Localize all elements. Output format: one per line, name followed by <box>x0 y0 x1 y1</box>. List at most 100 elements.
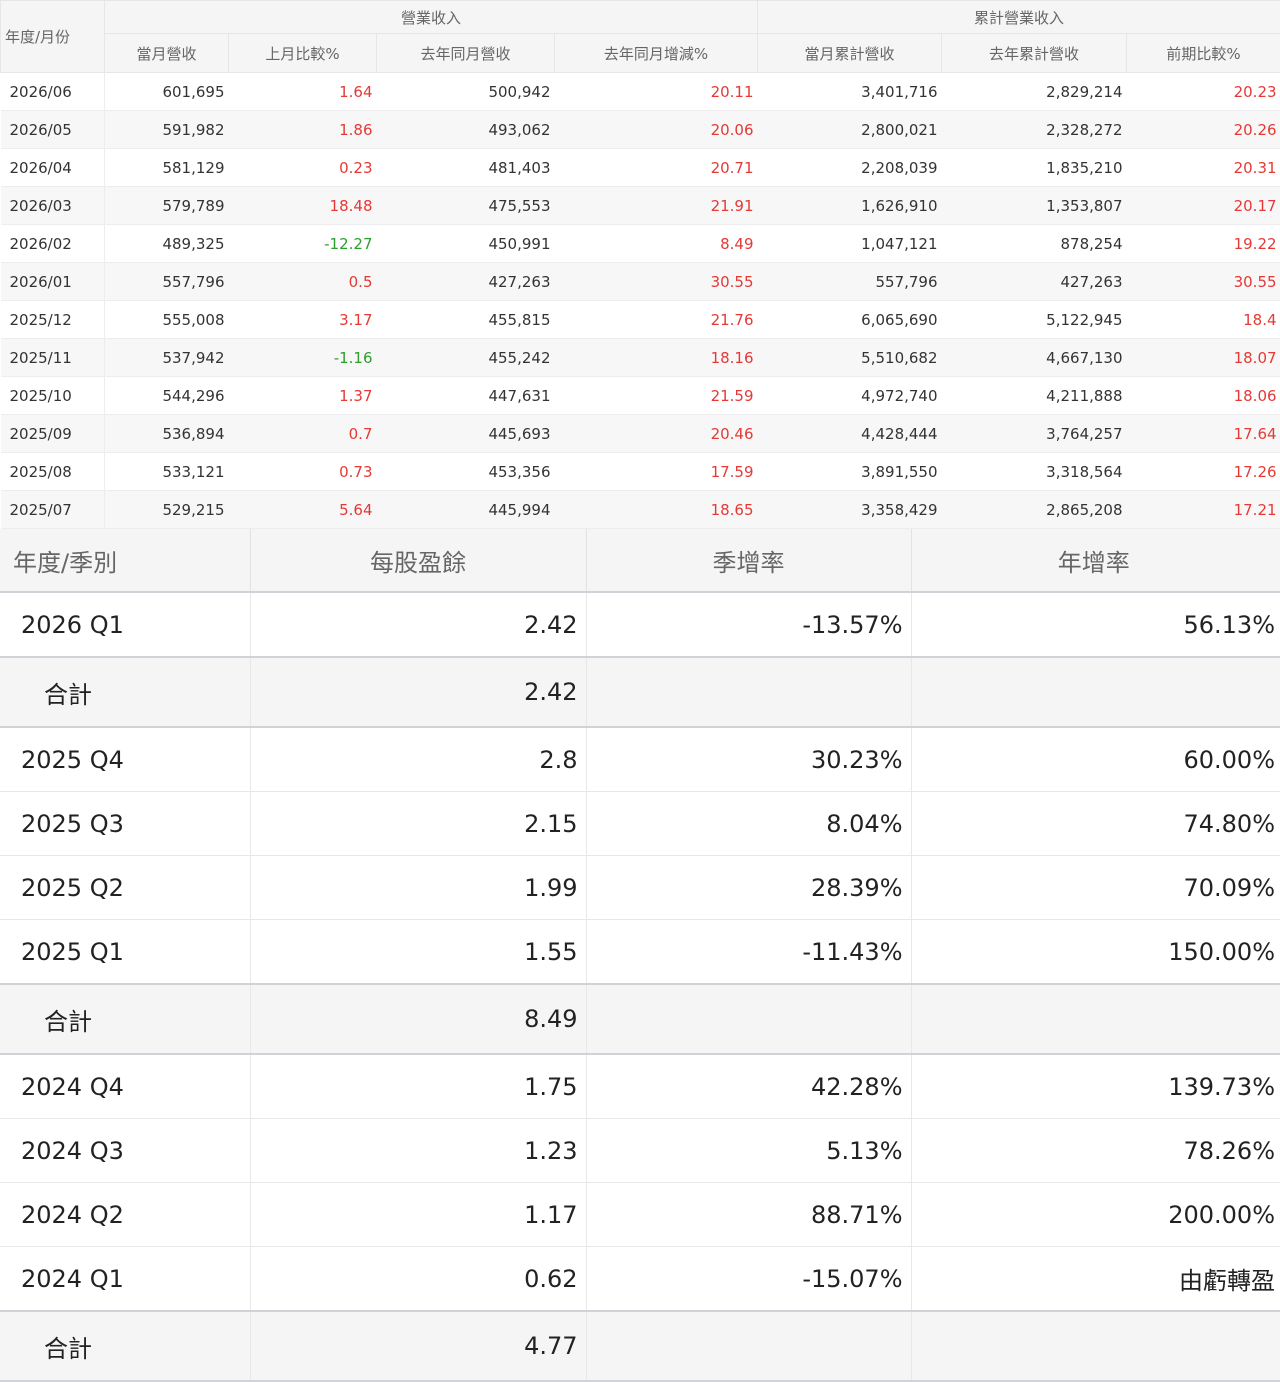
cell-yoy: 78.26% <box>911 1119 1280 1183</box>
cell-month: 2025/12 <box>1 301 105 339</box>
empty-cell <box>911 657 1280 727</box>
cell-quarter: 2025 Q2 <box>0 856 250 920</box>
cell-quarter: 2024 Q1 <box>0 1247 250 1312</box>
cell-yoy-change: 20.71 <box>555 149 758 187</box>
cell-cumulative-yoy: 18.07 <box>1127 339 1280 377</box>
cell-monthly-revenue: 533,121 <box>105 453 229 491</box>
cell-month: 2026/04 <box>1 149 105 187</box>
header-group-cumulative-revenue: 累計營業收入 <box>758 1 1280 34</box>
cell-yoy-change: 17.59 <box>555 453 758 491</box>
empty-cell <box>586 1311 911 1381</box>
cell-last-year-revenue: 475,553 <box>377 187 555 225</box>
cell-monthly-revenue: 555,008 <box>105 301 229 339</box>
header-eps: 每股盈餘 <box>250 529 586 592</box>
cell-cumulative-yoy: 20.23 <box>1127 73 1280 111</box>
cell-month: 2026/06 <box>1 73 105 111</box>
cell-yoy-change: 20.46 <box>555 415 758 453</box>
cell-qoq: 28.39% <box>586 856 911 920</box>
cell-monthly-revenue: 537,942 <box>105 339 229 377</box>
cell-cumulative-revenue: 4,428,444 <box>758 415 942 453</box>
cell-last-year-revenue: 493,062 <box>377 111 555 149</box>
cell-mom-change: 3.17 <box>229 301 377 339</box>
cell-last-year-revenue: 450,991 <box>377 225 555 263</box>
cell-mom-change: 0.23 <box>229 149 377 187</box>
cell-quarter: 2024 Q2 <box>0 1183 250 1247</box>
cell-cumulative-revenue: 3,401,716 <box>758 73 942 111</box>
cell-eps: 0.62 <box>250 1247 586 1312</box>
cell-yoy: 200.00% <box>911 1183 1280 1247</box>
cell-last-year-revenue: 427,263 <box>377 263 555 301</box>
cell-mom-change: 0.5 <box>229 263 377 301</box>
cell-mom-change: 1.64 <box>229 73 377 111</box>
cell-last-year-cumulative: 4,211,888 <box>942 377 1127 415</box>
cell-cumulative-yoy: 18.4 <box>1127 301 1280 339</box>
cell-yoy: 139.73% <box>911 1054 1280 1119</box>
cell-mom-change: 1.37 <box>229 377 377 415</box>
cell-quarter: 2026 Q1 <box>0 592 250 657</box>
cell-yoy: 74.80% <box>911 792 1280 856</box>
cell-last-year-cumulative: 1,353,807 <box>942 187 1127 225</box>
cell-yoy-change: 21.91 <box>555 187 758 225</box>
cell-last-year-cumulative: 3,764,257 <box>942 415 1127 453</box>
cell-eps: 1.17 <box>250 1183 586 1247</box>
total-label: 合計 <box>0 1311 250 1381</box>
cell-qoq: 5.13% <box>586 1119 911 1183</box>
cell-last-year-revenue: 455,242 <box>377 339 555 377</box>
cell-monthly-revenue: 601,695 <box>105 73 229 111</box>
header-cumulative-yoy: 前期比較% <box>1127 34 1280 73</box>
cell-cumulative-revenue: 2,800,021 <box>758 111 942 149</box>
cell-qoq: 88.71% <box>586 1183 911 1247</box>
cell-cumulative-revenue: 1,626,910 <box>758 187 942 225</box>
cell-last-year-revenue: 453,356 <box>377 453 555 491</box>
cell-yoy-change: 30.55 <box>555 263 758 301</box>
cell-last-year-revenue: 447,631 <box>377 377 555 415</box>
cell-month: 2025/08 <box>1 453 105 491</box>
header-monthly-revenue: 當月營收 <box>105 34 229 73</box>
cell-quarter: 2025 Q3 <box>0 792 250 856</box>
cell-mom-change: 5.64 <box>229 491 377 529</box>
cell-yoy-change: 21.76 <box>555 301 758 339</box>
cell-yoy-change: 20.06 <box>555 111 758 149</box>
cell-last-year-cumulative: 2,829,214 <box>942 73 1127 111</box>
total-eps: 2.42 <box>250 657 586 727</box>
cell-monthly-revenue: 557,796 <box>105 263 229 301</box>
cell-mom-change: 0.7 <box>229 415 377 453</box>
header-yoy: 年增率 <box>911 529 1280 592</box>
header-yoy-change: 去年同月增減% <box>555 34 758 73</box>
total-eps: 4.77 <box>250 1311 586 1381</box>
cell-monthly-revenue: 529,215 <box>105 491 229 529</box>
total-label: 合計 <box>0 984 250 1054</box>
cell-last-year-cumulative: 427,263 <box>942 263 1127 301</box>
header-qoq: 季增率 <box>586 529 911 592</box>
cell-cumulative-revenue: 2,208,039 <box>758 149 942 187</box>
header-mom-change: 上月比較% <box>229 34 377 73</box>
cell-quarter: 2024 Q3 <box>0 1119 250 1183</box>
cell-yoy-change: 21.59 <box>555 377 758 415</box>
cell-quarter: 2025 Q4 <box>0 727 250 792</box>
header-last-year-revenue: 去年同月營收 <box>377 34 555 73</box>
cell-monthly-revenue: 581,129 <box>105 149 229 187</box>
cell-cumulative-revenue: 6,065,690 <box>758 301 942 339</box>
cell-last-year-cumulative: 5,122,945 <box>942 301 1127 339</box>
cell-mom-change: 18.48 <box>229 187 377 225</box>
cell-quarter: 2025 Q1 <box>0 920 250 985</box>
cell-eps: 2.8 <box>250 727 586 792</box>
